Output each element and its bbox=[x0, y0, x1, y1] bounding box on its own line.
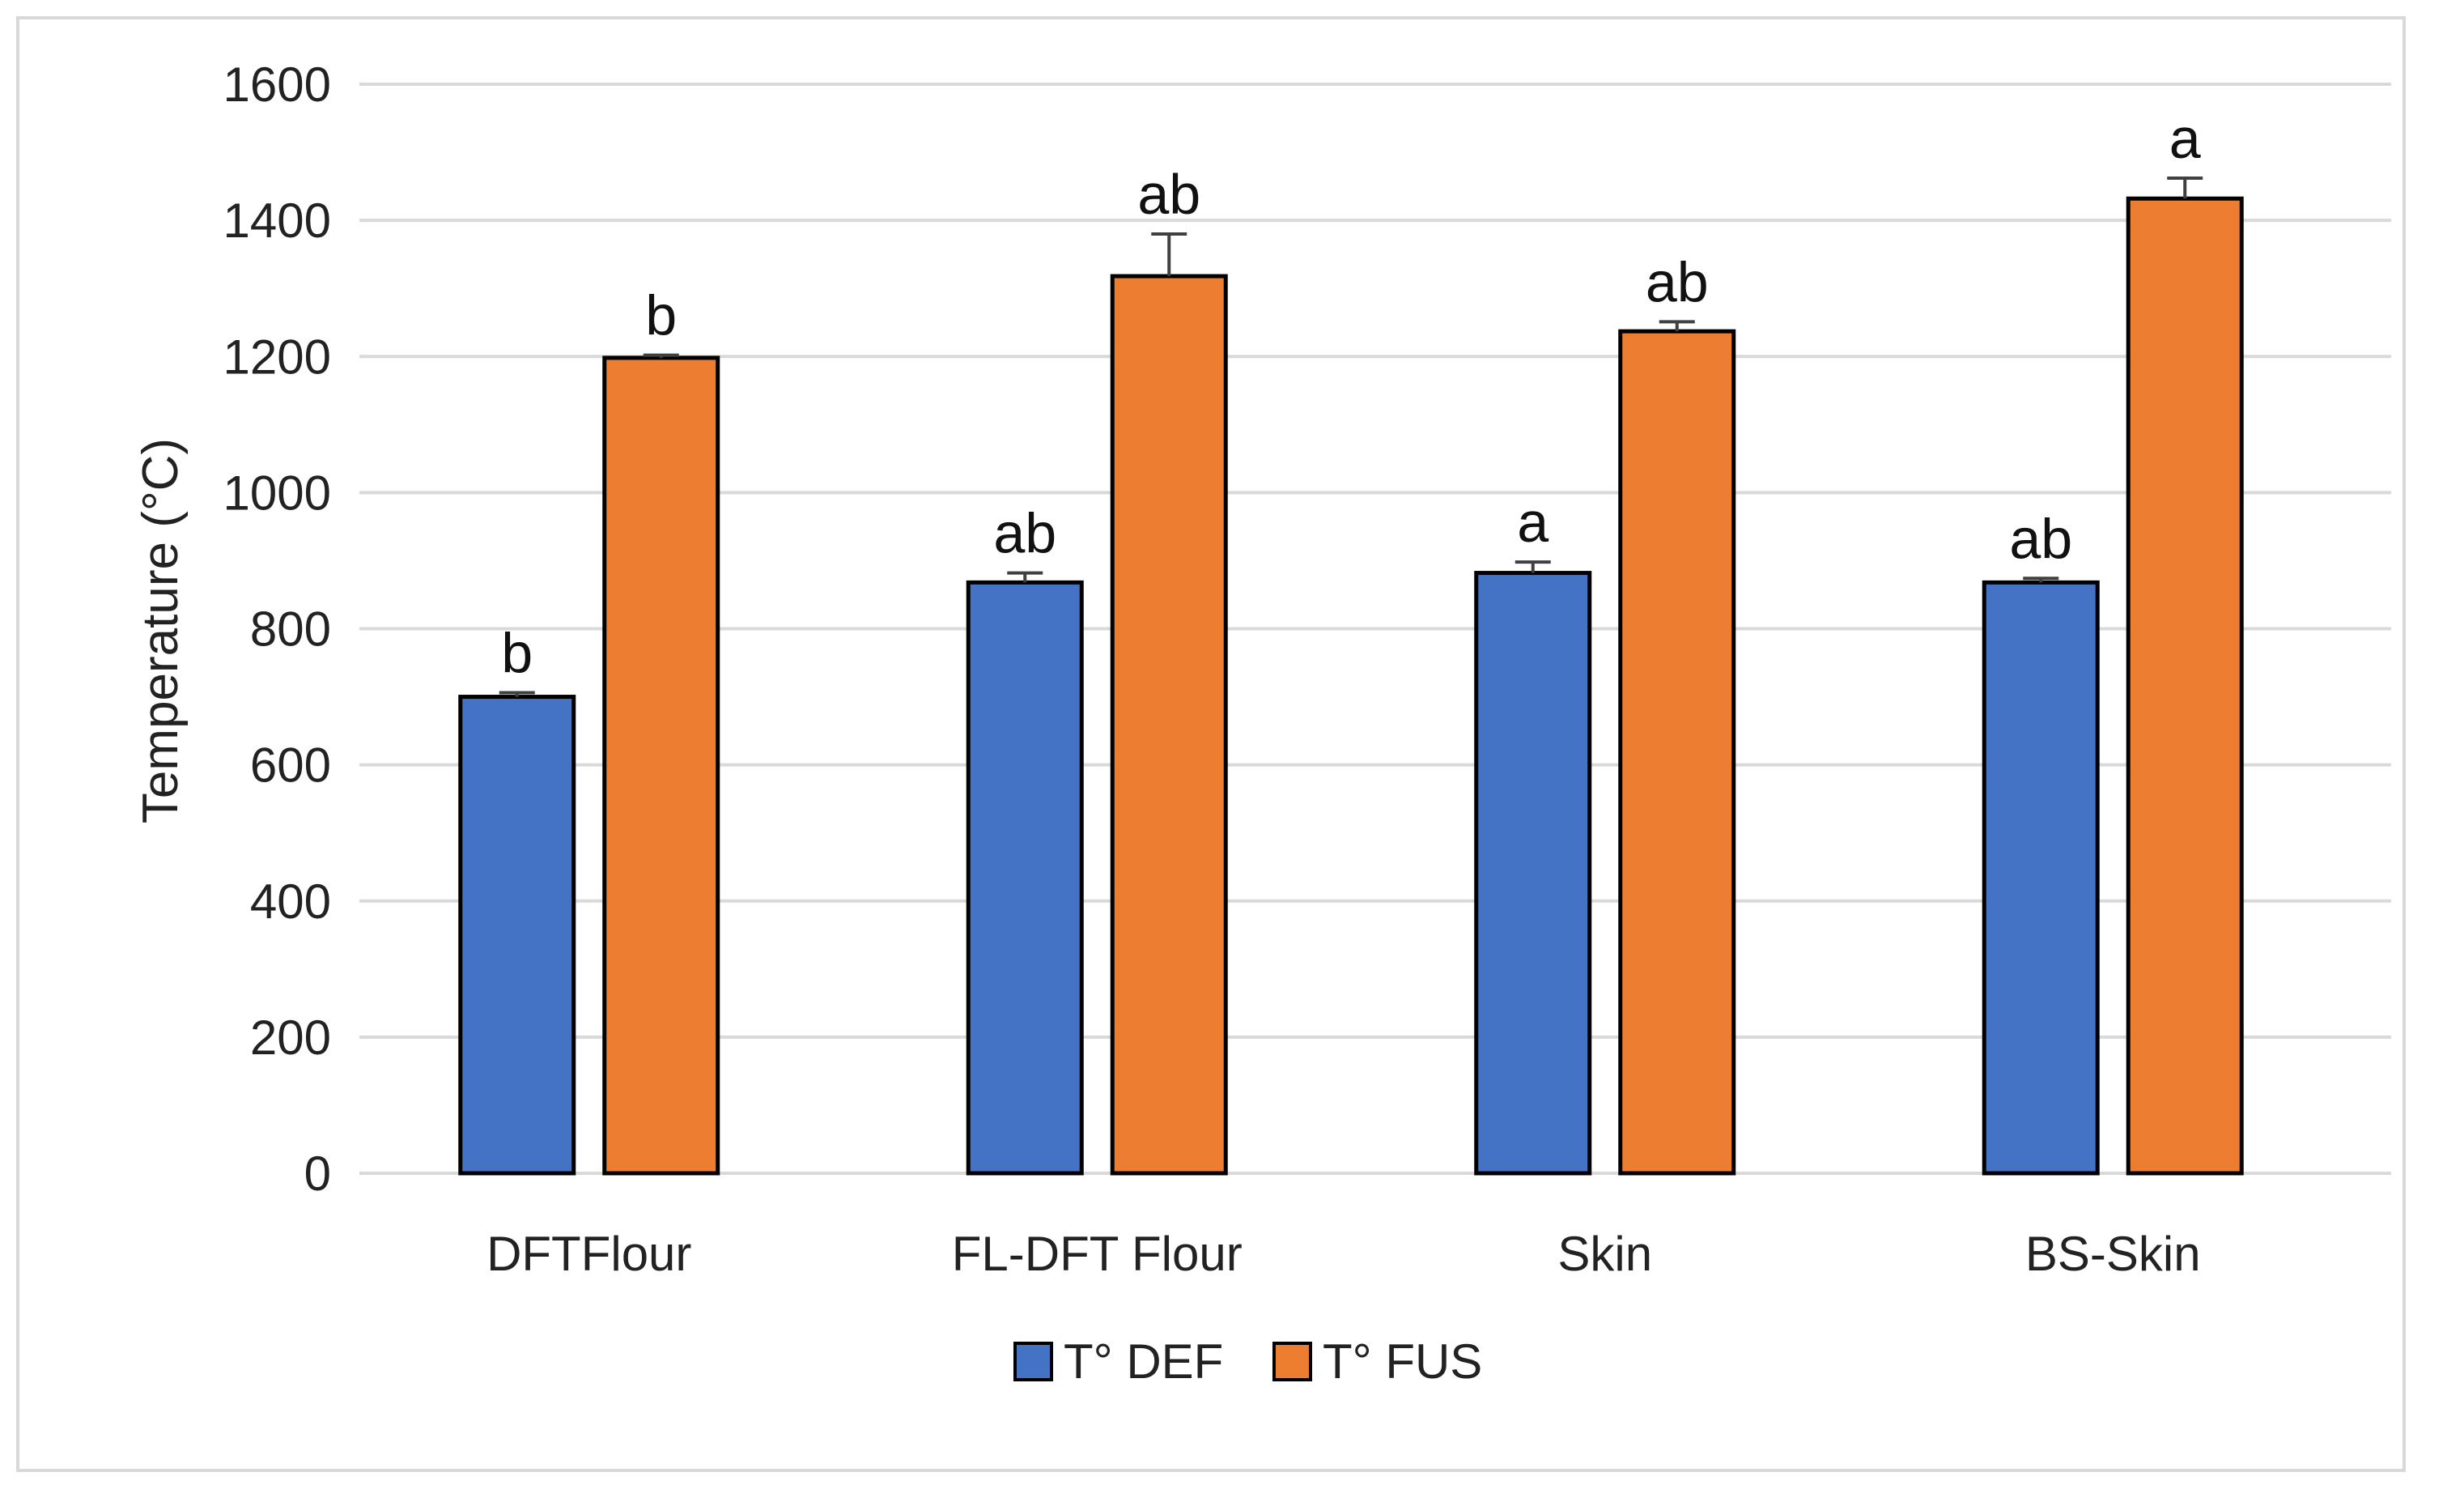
y-tick-label: 800 bbox=[250, 602, 331, 657]
y-tick-label: 600 bbox=[250, 738, 331, 793]
y-tick-label: 1200 bbox=[223, 330, 331, 384]
error-bars bbox=[499, 177, 2203, 697]
bar-def bbox=[458, 695, 576, 1176]
x-category-label: Skin bbox=[1557, 1227, 1652, 1281]
bar-fus bbox=[1110, 274, 1228, 1176]
bar-fus bbox=[2126, 196, 2244, 1176]
x-category-label: DFTFlour bbox=[486, 1227, 691, 1281]
y-tick-label: 1000 bbox=[223, 466, 331, 520]
y-axis-ticks: 0 200 400 600 800 1000 1200 1400 1600 bbox=[223, 57, 331, 1201]
significance-label: a bbox=[1517, 491, 1548, 554]
x-axis-categories: DFTFlour FL-DFT Flour Skin BS-Skin bbox=[486, 1227, 2201, 1281]
legend: T° DEF T° FUS bbox=[1013, 1334, 1482, 1389]
significance-label: a bbox=[2169, 107, 2201, 170]
bar-fus bbox=[1618, 329, 1736, 1176]
y-tick-label: 400 bbox=[250, 874, 331, 929]
legend-label: T° FUS bbox=[1323, 1334, 1482, 1389]
y-tick-label: 0 bbox=[304, 1147, 331, 1201]
y-tick-label: 1400 bbox=[223, 194, 331, 248]
significance-label: ab bbox=[1137, 163, 1200, 226]
significance-label: b bbox=[645, 284, 677, 347]
bar-chart: 0 200 400 600 800 1000 1200 1400 1600 Temperatur… bbox=[133, 57, 2391, 1389]
bars bbox=[458, 196, 2244, 1176]
bar-def bbox=[1982, 580, 2100, 1176]
legend-label: T° DEF bbox=[1064, 1334, 1223, 1389]
x-category-label: FL-DFT Flour bbox=[952, 1227, 1243, 1281]
bar-def bbox=[1474, 571, 1592, 1176]
legend-swatch bbox=[1272, 1342, 1312, 1381]
significance-label: ab bbox=[1646, 250, 1709, 313]
significance-label: ab bbox=[993, 502, 1056, 565]
significance-label: ab bbox=[2009, 507, 2072, 570]
x-category-label: BS-Skin bbox=[2025, 1227, 2201, 1281]
y-axis-title: Temperature (°C) bbox=[133, 438, 189, 823]
bar-def bbox=[966, 580, 1084, 1176]
y-tick-label: 200 bbox=[250, 1011, 331, 1065]
legend-swatch bbox=[1013, 1342, 1053, 1381]
chart-frame: 0 200 400 600 800 1000 1200 1400 1600 Temperatur… bbox=[16, 16, 2406, 1472]
significance-labels: b b ab ab a ab ab a bbox=[501, 107, 2201, 685]
significance-label: b bbox=[501, 622, 533, 685]
y-tick-label: 1600 bbox=[223, 57, 331, 112]
bar-fus bbox=[602, 355, 720, 1176]
